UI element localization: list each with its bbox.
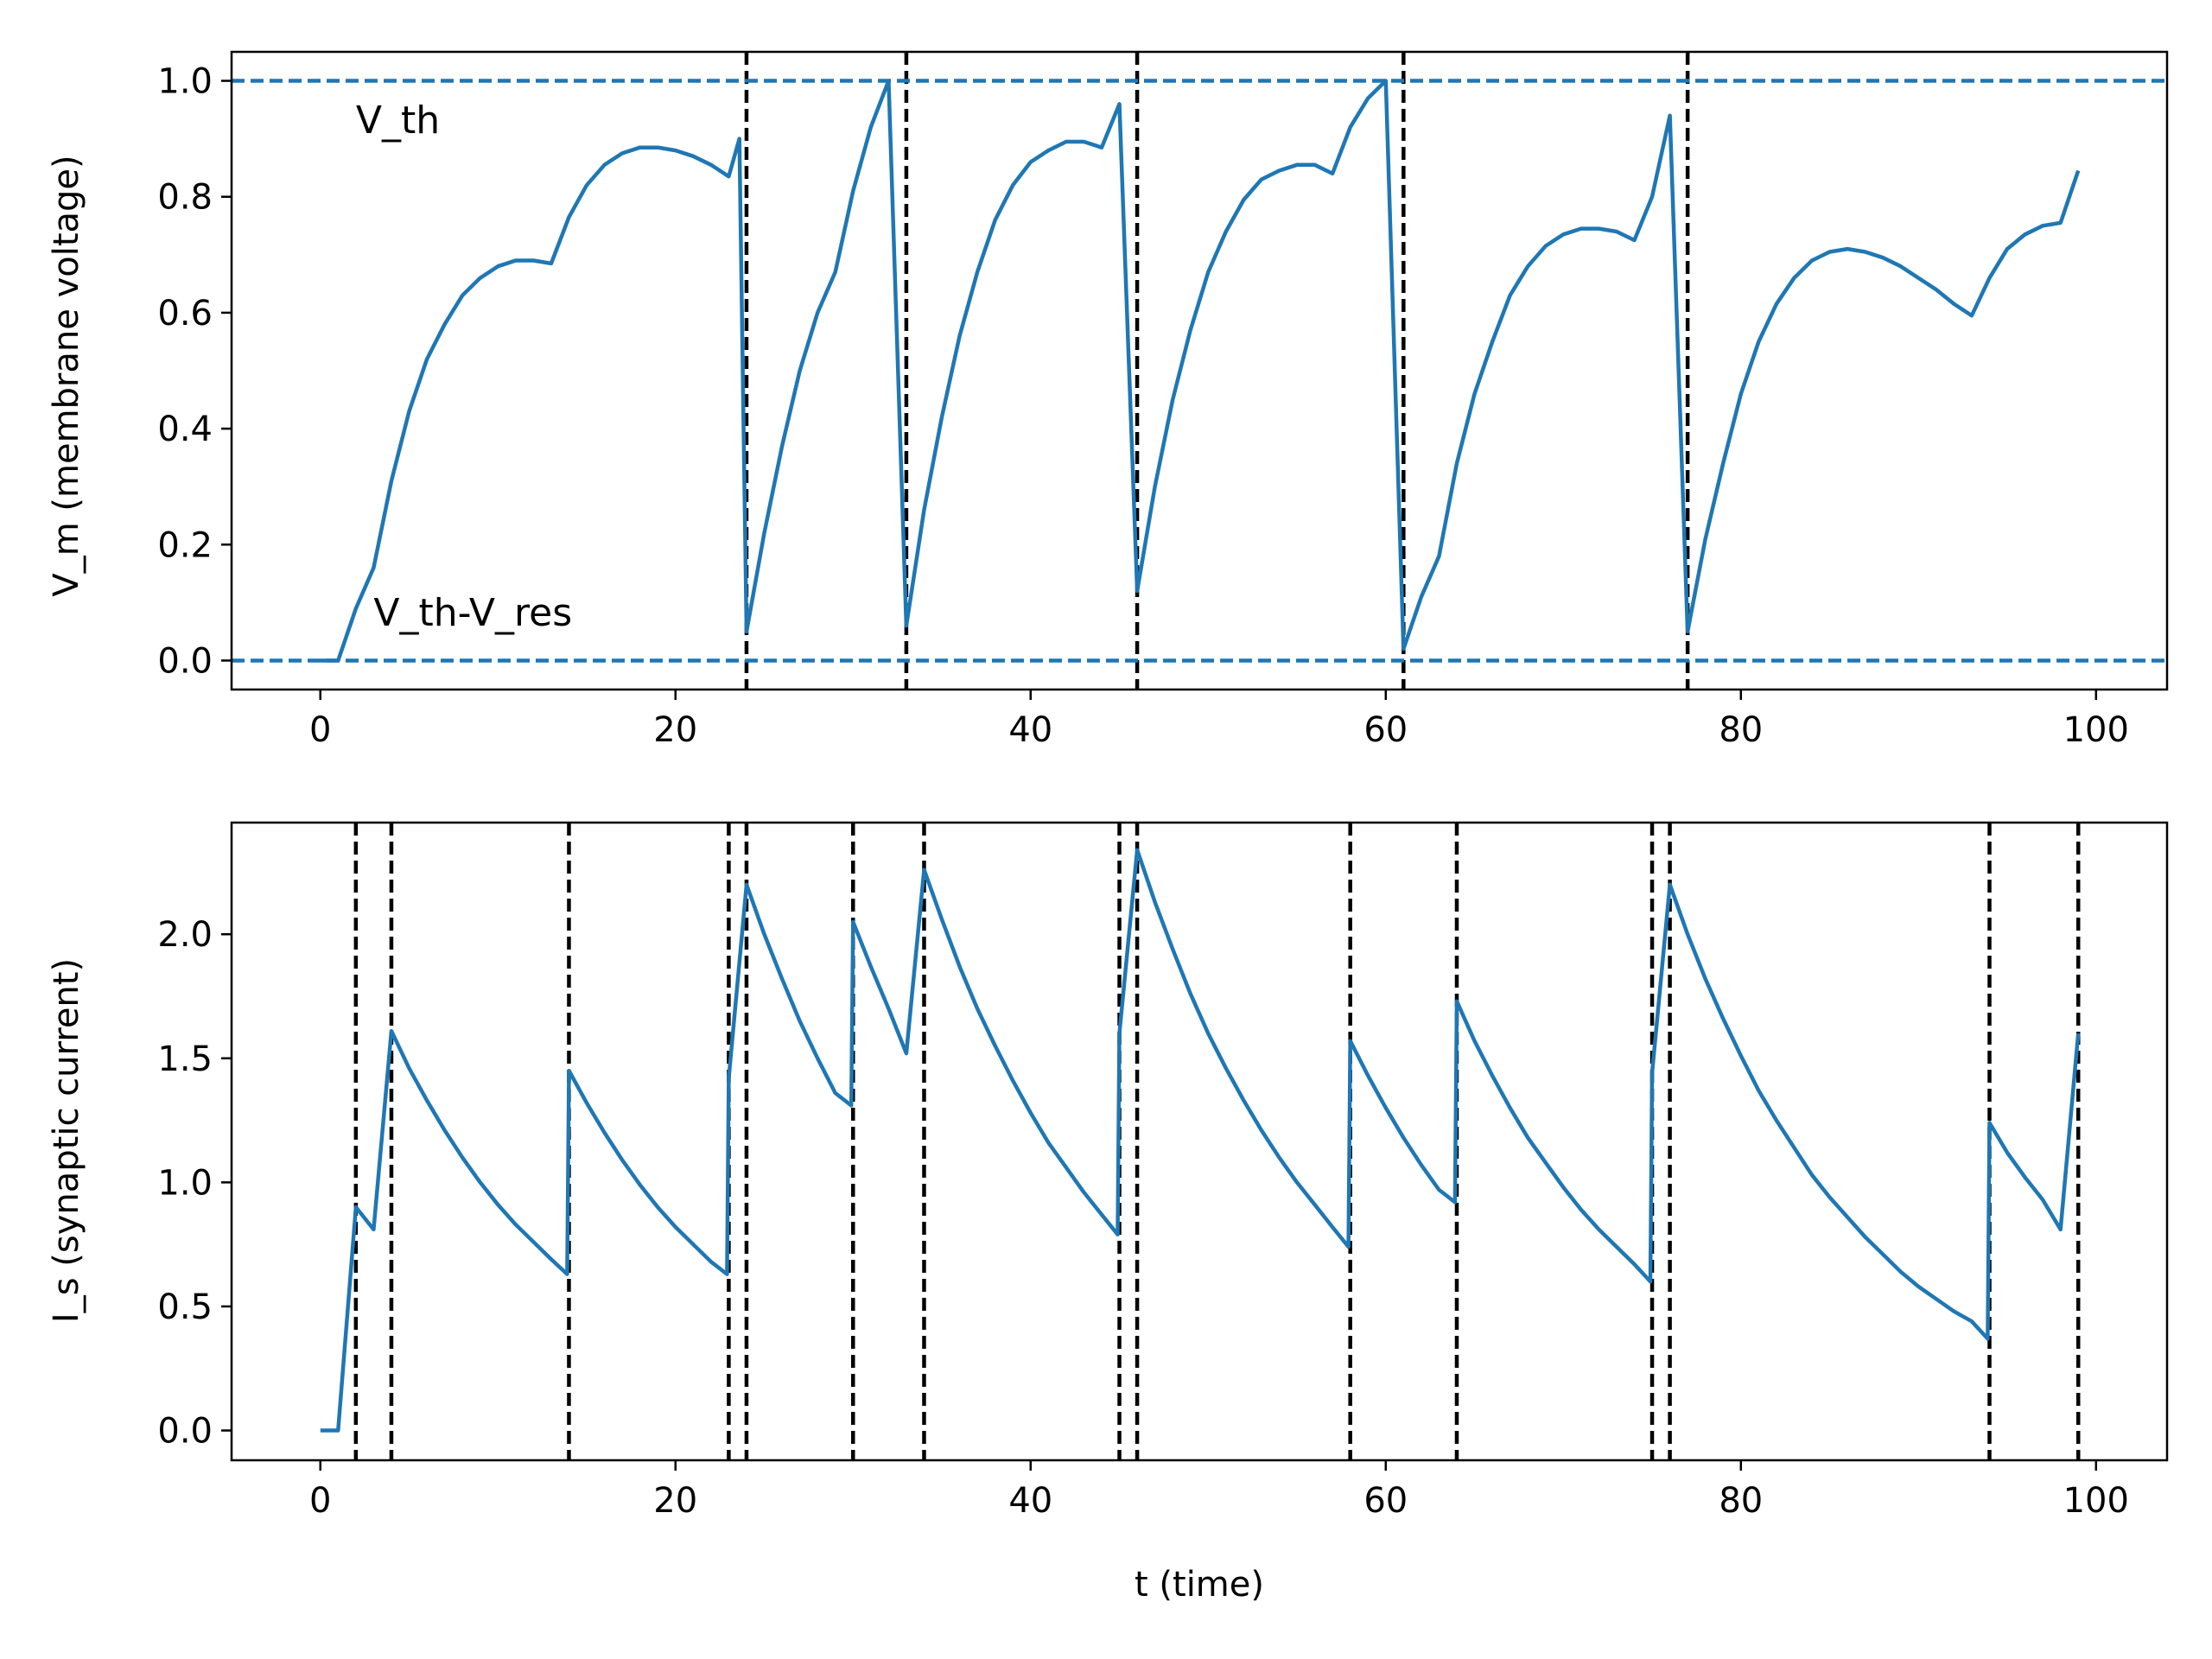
y-tick-label: 0.2 — [157, 525, 213, 565]
membrane-voltage-y-axis-label: V_m (membrane voltage) — [47, 155, 86, 596]
x-tick-label: 40 — [1008, 710, 1052, 750]
y-ticks: 0.0 0.5 1.0 1.5 2.0 — [157, 915, 232, 1452]
x-ticks: 0 20 40 60 80 100 — [309, 1460, 2129, 1521]
annotation-text: V_th-V_res — [373, 591, 572, 635]
time-x-axis-label: t (time) — [1135, 1565, 1264, 1605]
threshold-lines — [232, 79, 2167, 663]
series-line — [320, 848, 2081, 1433]
x-tick-label: 80 — [1719, 1481, 1763, 1521]
synaptic-current-panel: I_s (synaptic current) t (time) 0 20 40 60 8… — [47, 821, 2169, 1605]
y-tick-label: 2.0 — [157, 915, 213, 955]
spike-markers — [744, 52, 1690, 690]
y-tick-label: 1.0 — [157, 1163, 213, 1203]
synaptic-current-series — [320, 848, 2081, 1433]
membrane-voltage-panel: V_m (membrane voltage) 0 20 40 60 80 100 0.00… — [47, 50, 2169, 750]
x-tick-label: 80 — [1719, 710, 1763, 750]
x-tick-label: 0 — [309, 710, 331, 750]
x-tick-label: 100 — [2063, 1481, 2129, 1521]
membrane-voltage-series — [320, 79, 2081, 663]
annotation-text: V_th — [356, 99, 440, 143]
y-tick-label: 0.5 — [157, 1287, 213, 1327]
y-ticks: 0.0 0.2 0.4 0.6 0.8 1.0 — [157, 62, 232, 681]
x-tick-label: 40 — [1008, 1481, 1052, 1521]
series-line — [320, 79, 2081, 663]
x-tick-label: 60 — [1363, 710, 1408, 750]
plot-frame — [230, 821, 2169, 1462]
x-tick-label: 100 — [2063, 710, 2129, 750]
x-tick-label: 20 — [653, 710, 697, 750]
x-tick-label: 60 — [1363, 1481, 1408, 1521]
annotations: V_th V_th-V_res — [356, 99, 572, 635]
plot-frame — [230, 50, 2169, 691]
x-tick-label: 0 — [309, 1481, 331, 1521]
y-tick-label: 0.0 — [157, 641, 213, 681]
x-ticks: 0 20 40 60 80 100 — [309, 690, 2129, 750]
y-tick-label: 0.8 — [157, 178, 213, 218]
x-tick-label: 20 — [653, 1481, 697, 1521]
y-tick-label: 1.5 — [157, 1039, 213, 1079]
input-spike-markers — [353, 823, 2081, 1460]
synaptic-current-y-axis-label: I_s (synaptic current) — [47, 958, 86, 1323]
y-tick-label: 0.6 — [157, 294, 213, 334]
y-tick-label: 0.0 — [157, 1412, 213, 1452]
y-tick-label: 1.0 — [157, 62, 213, 102]
y-tick-label: 0.4 — [157, 410, 213, 449]
